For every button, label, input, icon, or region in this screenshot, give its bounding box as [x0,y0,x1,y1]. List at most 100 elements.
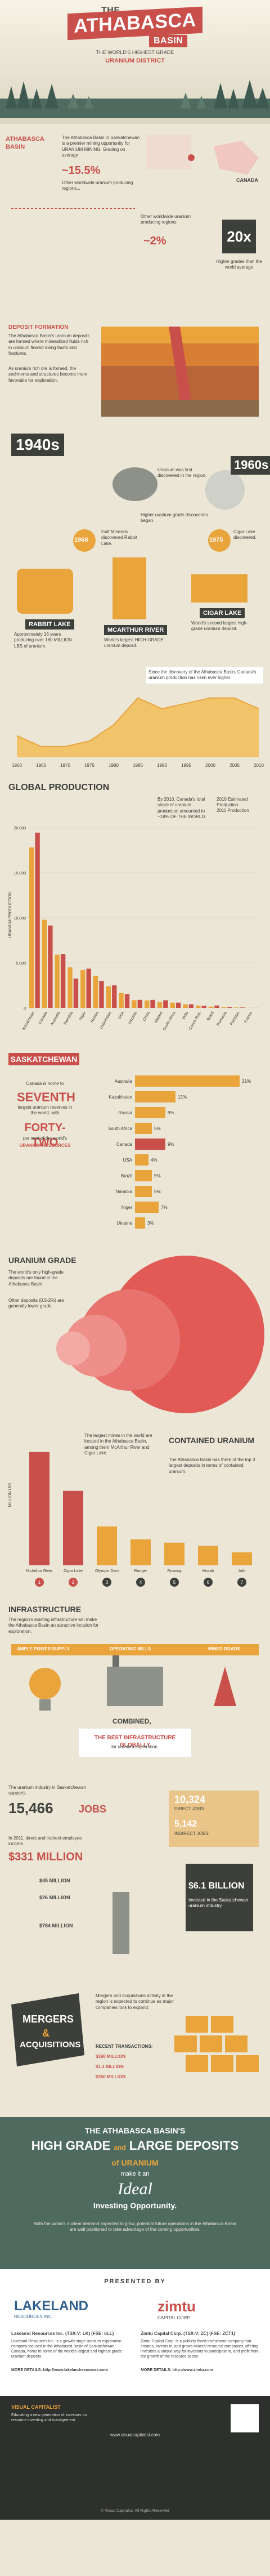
global-bar [227,1007,232,1008]
history-1960s-text: Higher uranium grade discoveries began. [141,512,208,524]
global-bar [29,847,34,1008]
global-y-label: URANIUM PRODUCTION [8,892,12,938]
history-1968-text: Gulf Minerals discovered Rabbit Lake. [101,529,138,546]
history-mcarthur: MCARTHUR RIVER [104,625,168,636]
grade-title: URANIUM GRADE [8,1256,76,1265]
contained-x-tick: Cigar Lake [64,1569,83,1573]
sask-label: Canada [116,1142,133,1147]
history-1940s: 1940s [11,434,64,457]
contained-rank-label: 3 [106,1580,109,1585]
global-bar [93,976,98,1008]
title-basin: BASIN [149,35,188,47]
economy-direct-label: DIRECT JOBS [174,1806,204,1811]
global-bar [240,1007,245,1008]
global-bar [112,985,117,1008]
area-x-tick: 1990 [157,763,167,768]
visual-capitalist-url[interactable]: www.visualcapitalist.com [110,2432,160,2437]
sask-label: Niger [122,1205,132,1210]
intro-canada-label: CANADA [236,177,258,183]
sask-value: 5% [154,1126,161,1131]
zimtu-logo: zimtu [158,2298,196,2315]
history-mcarthur-text: World's largest HIGH-GRADE uranium depos… [104,637,164,649]
grade-circles [56,1256,264,1413]
sask-text-2: largest uranium reserves in the world, w… [17,1105,73,1116]
global-bar [35,832,40,1008]
contained-section: CONTAINED URANIUM The Athabasca Basin ha… [0,1419,270,1599]
infra-section: INFRASTRUCTURE The region's existing inf… [0,1599,270,1779]
global-bar [221,1007,227,1008]
mergers-title-1: MERGERS [22,2014,74,2025]
global-bar [55,954,60,1008]
global-bar [60,954,66,1008]
qr-code-icon[interactable] [231,2404,259,2432]
economy-income: $331 MILLION [8,1851,83,1863]
deposit-text: The Athabasca Basin's uranium deposits a… [8,333,90,356]
sask-value: 7% [161,1205,168,1210]
infra-result: THE BEST INFRASTRUCTURE GLOBALLY [94,1735,176,1748]
mergers-deal-1: $190 MILLION [96,2054,125,2059]
economy-m2: $26 MILLION [39,1895,70,1900]
global-x-tick: USA [118,1011,125,1020]
lakeland-logo-sub: RESOURCES INC. [14,2314,53,2319]
global-bar [73,978,79,1008]
economy-income-text: In 2011, direct and indirect employee in… [8,1836,82,1847]
contained-x-tick: Husab [202,1569,214,1573]
intro-section: ATHABASCA BASIN CANADA The Athabasca Bas… [0,124,270,315]
global-x-tick: Ukraine [128,1011,138,1024]
contained-note: The largest mines in the world are locat… [84,1433,152,1456]
global-x-tick: Niger [79,1011,87,1021]
grade-text-2: Other deposits (0.5-2%) are generally lo… [8,1298,64,1309]
economy-m3: $784 MILLION [39,1923,73,1928]
forest-illustration [0,79,270,118]
global-production-chart: 0 5,000 10,000 15,000 20,000 Kazakhstan Canada… [8,827,259,1032]
economy-graphic [112,1791,259,1954]
history-1960s: 1960s [231,456,270,475]
global-y-tick: 0 [24,1007,26,1011]
global-bar [170,1002,175,1008]
area-fill [17,698,259,757]
sask-label: Russia [119,1110,133,1115]
production-area-chart: 1960 1965 1970 1975 1980 1985 1990 1995 2000 2005… [12,697,264,768]
sask-label: Ukraine [116,1221,132,1226]
global-bar [124,994,130,1008]
infra-combined: COMBINED, [112,1717,151,1725]
zimtu-details[interactable]: MORE DETAILS: http://www.zimtu.com [141,2368,213,2372]
sask-bar [135,1107,165,1118]
sask-seventh: SEVENTH [17,1090,75,1104]
conclusion-section: THE ATHABASCA BASIN'S HIGH GRADE and LAR… [0,2117,270,2269]
sask-bar [135,1075,240,1087]
global-bar [163,1000,168,1008]
global-x-tick: Brazil [206,1011,215,1021]
sask-label: South Africa [108,1126,133,1131]
history-rabbit-lake: RABBIT LAKE [25,619,74,630]
conclusion-line-1: THE ATHABASCA BASIN'S [84,2126,186,2135]
contained-rank-label: 1 [38,1580,41,1585]
mergers-amp: & [42,2028,50,2039]
contained-rank [35,1578,44,1587]
deposit-text-2: As uranium rich ore is formed, the sedim… [8,366,88,383]
intro-text-3: Other worldwide uranium producing region… [141,214,191,225]
mergers-graphic [11,1993,259,2072]
global-legend-1: 2010 Estimated Production [217,797,248,808]
global-bar [137,999,142,1008]
intro-text-2: Other worldwide uranium producing region… [62,180,133,191]
economy-direct: 10,324 [174,1794,206,1805]
header-section: THE ATHABASCA BASIN THE WORLD'S HIGHEST … [0,0,270,124]
contained-bar [198,1546,218,1565]
global-bar [150,999,155,1008]
economy-investment-text: Invested in the Saskatchewan uranium ind… [188,1898,249,1909]
sask-bar [135,1202,159,1213]
contained-rank [69,1578,78,1587]
global-x-tick: Pakistan [230,1011,241,1026]
sask-value: 5% [154,1173,161,1178]
area-x-tick: 1970 [60,763,70,768]
contained-x-tick: Olympic Dam [95,1569,119,1573]
sask-value: 9% [168,1142,174,1147]
global-bar [48,925,53,1008]
sask-title: SASKATCHEWAN [8,1053,79,1065]
lakeland-details[interactable]: MORE DETAILS: http://www.lakelandresourc… [11,2368,108,2372]
global-bar [86,968,91,1008]
sask-text-1: Canada is home to [26,1081,64,1086]
title-subtitle: THE WORLD'S HIGHEST GRADE [96,50,174,55]
economy-section: The uranium industry in Saskatchewan sup… [0,1779,270,1982]
